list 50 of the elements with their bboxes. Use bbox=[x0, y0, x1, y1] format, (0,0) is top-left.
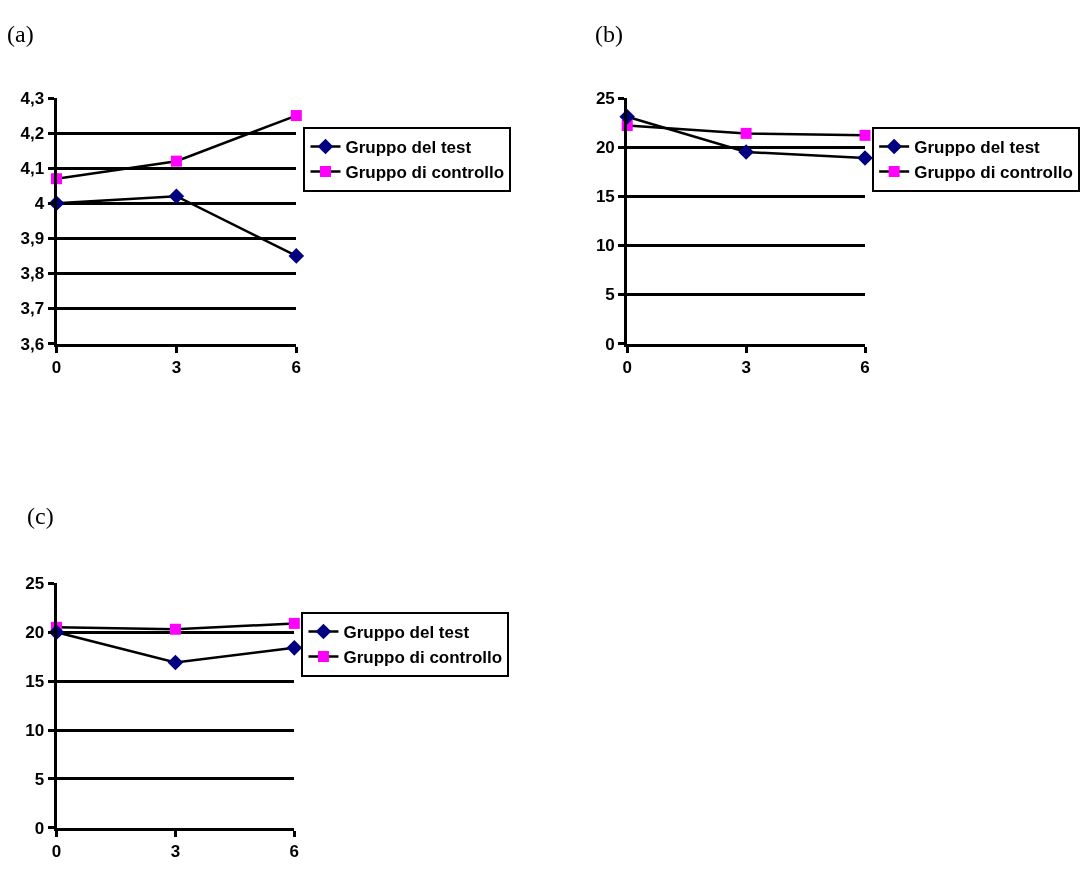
y-tick-label: 20 bbox=[595, 138, 615, 158]
y-tick-label: 4,2 bbox=[20, 124, 45, 144]
legend-label: Gruppo di controllo bbox=[343, 648, 503, 668]
x-tick-label: 0 bbox=[51, 357, 62, 377]
y-tick-label: 15 bbox=[595, 187, 615, 207]
point bbox=[170, 155, 182, 167]
y-tick-label: 25 bbox=[595, 88, 615, 108]
y-tick-label: 10 bbox=[25, 720, 45, 740]
x-tick-label: 3 bbox=[171, 357, 182, 377]
legend-label: Gruppo di controllo bbox=[345, 163, 505, 183]
point bbox=[286, 640, 303, 656]
point bbox=[290, 110, 302, 122]
y-tick-label: 4 bbox=[34, 194, 45, 214]
y-tick-label: 3,8 bbox=[20, 264, 45, 284]
chart-title: (c) bbox=[27, 503, 54, 529]
y-tick-label: 5 bbox=[605, 285, 615, 305]
y-tick-label: 0 bbox=[34, 818, 45, 838]
legend-label: Gruppo di controllo bbox=[914, 163, 1073, 183]
point bbox=[288, 248, 305, 264]
legend-label: Gruppo del test bbox=[914, 138, 1041, 158]
chart-title: (b) bbox=[595, 21, 623, 47]
y-tick-label: 4,1 bbox=[20, 159, 45, 179]
x-tick-label: 0 bbox=[51, 842, 62, 862]
point bbox=[167, 654, 184, 671]
y-tick-label: 20 bbox=[25, 623, 45, 643]
y-tick-label: 10 bbox=[595, 236, 615, 256]
y-tick-label: 25 bbox=[25, 574, 45, 594]
x-tick-label: 3 bbox=[170, 842, 181, 862]
x-tick-label: 6 bbox=[289, 842, 300, 862]
y-tick-label: 15 bbox=[25, 672, 45, 692]
chart-title: (a) bbox=[7, 21, 34, 47]
x-tick-label: 6 bbox=[860, 357, 870, 377]
point bbox=[169, 623, 181, 635]
point bbox=[738, 144, 754, 160]
legend-label: Gruppo del test bbox=[343, 623, 470, 643]
x-tick-label: 6 bbox=[291, 357, 302, 377]
point bbox=[859, 129, 871, 141]
y-tick-label: 5 bbox=[34, 769, 45, 789]
point bbox=[740, 127, 752, 139]
x-tick-label: 0 bbox=[622, 357, 632, 377]
point bbox=[168, 188, 185, 205]
legend-label: Gruppo del test bbox=[345, 138, 472, 158]
y-tick-label: 3,6 bbox=[20, 334, 45, 354]
y-tick-label: 0 bbox=[605, 334, 615, 354]
y-tick-label: 3,7 bbox=[20, 299, 45, 319]
x-tick-label: 3 bbox=[741, 357, 751, 377]
y-tick-label: 4,3 bbox=[20, 88, 45, 108]
point bbox=[288, 617, 300, 629]
y-tick-label: 3,9 bbox=[20, 229, 45, 249]
point bbox=[857, 150, 873, 166]
